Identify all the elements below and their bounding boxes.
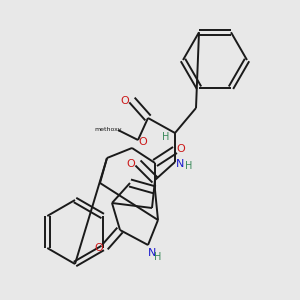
Text: H: H [162, 132, 170, 142]
Text: H: H [154, 252, 162, 262]
Text: O: O [127, 159, 135, 169]
Text: H: H [185, 161, 193, 171]
Text: N: N [148, 248, 156, 258]
Text: O: O [139, 137, 147, 147]
Text: N: N [176, 159, 184, 169]
Text: O: O [177, 144, 185, 154]
Text: methoxy: methoxy [94, 127, 122, 131]
Text: O: O [121, 96, 129, 106]
Text: O: O [94, 243, 103, 253]
